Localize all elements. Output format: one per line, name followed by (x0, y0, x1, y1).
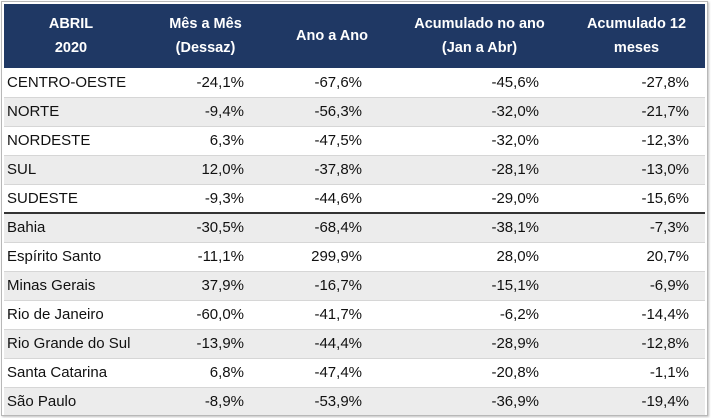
value-ytd-cell: -6,2% (391, 300, 568, 330)
value-12m-cell: -13,0% (568, 155, 705, 185)
table-row: NORTE -9,4% -56,3% -32,0% -21,7% (4, 97, 705, 127)
value-month-cell: -13,9% (138, 329, 273, 359)
value-ytd-cell: -45,6% (391, 68, 568, 98)
value-month-cell: -24,1% (138, 68, 273, 98)
value-month-cell: -9,3% (138, 184, 273, 214)
table-row: CENTRO-OESTE -24,1% -67,6% -45,6% -27,8% (4, 68, 705, 98)
value-12m-cell: -1,1% (568, 358, 705, 388)
value-year-cell: -68,4% (273, 213, 391, 243)
value-month-cell: -60,0% (138, 300, 273, 330)
header-period: ABRIL 2020 (4, 4, 138, 68)
regional-results-table: ABRIL 2020 Mês a Mês (Dessaz) Ano a Ano … (4, 4, 705, 415)
value-year-cell: -47,5% (273, 126, 391, 156)
region-name-cell: SUDESTE (4, 184, 138, 214)
value-year-cell: -37,8% (273, 155, 391, 185)
region-name-cell: Bahia (4, 213, 138, 243)
value-year-cell: -16,7% (273, 271, 391, 301)
value-month-cell: -9,4% (138, 97, 273, 127)
value-year-cell: -56,3% (273, 97, 391, 127)
value-month-cell: -8,9% (138, 387, 273, 415)
region-name-cell: Espírito Santo (4, 242, 138, 272)
table-row: Minas Gerais 37,9% -16,7% -15,1% -6,9% (4, 271, 705, 301)
region-name-cell: Minas Gerais (4, 271, 138, 301)
value-ytd-cell: -29,0% (391, 184, 568, 214)
value-year-cell: -44,6% (273, 184, 391, 214)
value-12m-cell: 20,7% (568, 242, 705, 272)
region-name-cell: SUL (4, 155, 138, 185)
region-name-cell: NORDESTE (4, 126, 138, 156)
value-year-cell: -53,9% (273, 387, 391, 415)
value-year-cell: -47,4% (273, 358, 391, 388)
header-month-over-month: Mês a Mês (Dessaz) (138, 4, 273, 68)
value-ytd-cell: -28,1% (391, 155, 568, 185)
table-row: São Paulo -8,9% -53,9% -36,9% -19,4% (4, 387, 705, 415)
table-row: SUL 12,0% -37,8% -28,1% -13,0% (4, 155, 705, 185)
header-12-months: Acumulado 12 meses (568, 4, 705, 68)
value-ytd-cell: -32,0% (391, 126, 568, 156)
value-month-cell: 6,8% (138, 358, 273, 388)
value-month-cell: -11,1% (138, 242, 273, 272)
table-row: Espírito Santo -11,1% 299,9% 28,0% 20,7% (4, 242, 705, 272)
table-row: Rio de Janeiro -60,0% -41,7% -6,2% -14,4% (4, 300, 705, 330)
region-name-cell: Rio Grande do Sul (4, 329, 138, 359)
header-year-to-date: Acumulado no ano (Jan a Abr) (391, 4, 568, 68)
value-12m-cell: -6,9% (568, 271, 705, 301)
value-year-cell: -41,7% (273, 300, 391, 330)
region-name-cell: NORTE (4, 97, 138, 127)
value-12m-cell: -14,4% (568, 300, 705, 330)
region-name-cell: Rio de Janeiro (4, 300, 138, 330)
value-ytd-cell: -32,0% (391, 97, 568, 127)
value-month-cell: 12,0% (138, 155, 273, 185)
table-row: NORDESTE 6,3% -47,5% -32,0% -12,3% (4, 126, 705, 156)
value-month-cell: -30,5% (138, 213, 273, 243)
table-row: SUDESTE -9,3% -44,6% -29,0% -15,6% (4, 184, 705, 214)
header-row: ABRIL 2020 Mês a Mês (Dessaz) Ano a Ano … (4, 4, 705, 68)
value-ytd-cell: 28,0% (391, 242, 568, 272)
value-month-cell: 6,3% (138, 126, 273, 156)
table-row: Rio Grande do Sul -13,9% -44,4% -28,9% -12,8… (4, 329, 705, 359)
table-body: CENTRO-OESTE -24,1% -67,6% -45,6% -27,8% NORT… (4, 68, 705, 415)
value-month-cell: 37,9% (138, 271, 273, 301)
value-12m-cell: -27,8% (568, 68, 705, 98)
value-12m-cell: -15,6% (568, 184, 705, 214)
region-name-cell: CENTRO-OESTE (4, 68, 138, 98)
value-ytd-cell: -28,9% (391, 329, 568, 359)
region-name-cell: Santa Catarina (4, 358, 138, 388)
region-name-cell: São Paulo (4, 387, 138, 415)
value-12m-cell: -21,7% (568, 97, 705, 127)
value-12m-cell: -12,8% (568, 329, 705, 359)
value-12m-cell: -12,3% (568, 126, 705, 156)
value-ytd-cell: -38,1% (391, 213, 568, 243)
value-12m-cell: -7,3% (568, 213, 705, 243)
table-row: Bahia -30,5% -68,4% -38,1% -7,3% (4, 213, 705, 243)
value-year-cell: -67,6% (273, 68, 391, 98)
table-row: Santa Catarina 6,8% -47,4% -20,8% -1,1% (4, 358, 705, 388)
value-year-cell: 299,9% (273, 242, 391, 272)
value-ytd-cell: -36,9% (391, 387, 568, 415)
header-year-over-year: Ano a Ano (273, 4, 391, 68)
value-ytd-cell: -20,8% (391, 358, 568, 388)
value-year-cell: -44,4% (273, 329, 391, 359)
value-ytd-cell: -15,1% (391, 271, 568, 301)
value-12m-cell: -19,4% (568, 387, 705, 415)
